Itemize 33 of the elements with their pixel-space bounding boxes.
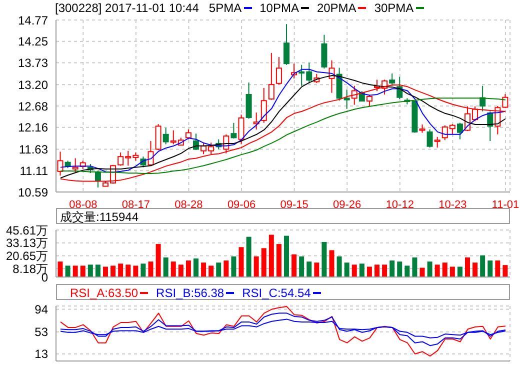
x-tick-label: 08-17 <box>122 198 150 211</box>
x-tick-label: 09-06 <box>227 198 256 211</box>
legend-label: RSI_C:54.54 <box>242 285 311 301</box>
legend-label: RSI_A:63.50 <box>70 285 138 301</box>
x-tick-label: 10-12 <box>386 198 414 211</box>
y-tick-label: 11.11 <box>20 164 48 178</box>
y-tick-label: 14.77 <box>18 13 48 28</box>
legend-label: RSI_B:56.38 <box>156 285 224 301</box>
y-tick-label: 53 <box>34 325 48 340</box>
y-tick-label: 13.20 <box>18 78 48 92</box>
x-tick-label: 10-23 <box>438 198 467 211</box>
y-tick-label: 12.16 <box>18 120 48 135</box>
y-tick-label: 14.25 <box>18 34 48 49</box>
x-tick-label: 08-08 <box>69 198 98 211</box>
legend-label: 10PMA <box>260 0 299 16</box>
chart-title: 成交量:115944 <box>60 210 138 224</box>
y-tick-label: 10.59 <box>18 185 48 200</box>
legend-label: 5PMA <box>208 0 242 16</box>
y-tick-label: 13.73 <box>18 56 48 70</box>
y-tick-label: 20.65万 <box>6 248 48 263</box>
y-tick-label: 45.61万 <box>6 223 48 238</box>
legend-label: 30PMA <box>374 0 414 16</box>
x-tick-label: 09-15 <box>280 198 308 211</box>
y-tick-label: 11.63 <box>18 142 48 156</box>
x-tick-label: 09-26 <box>333 198 362 211</box>
legend-label: 20PMA <box>316 0 356 16</box>
y-tick-label: 13 <box>34 347 48 362</box>
y-tick-label: 12.68 <box>18 99 48 114</box>
x-tick-label: 11-01 <box>492 198 520 211</box>
y-tick-label: 33.13万 <box>6 236 48 250</box>
x-tick-label: 08-28 <box>174 198 203 211</box>
chart-title: [300228] 2017-11-01 10:44 <box>55 1 199 15</box>
y-tick-label: 94 <box>34 302 48 317</box>
